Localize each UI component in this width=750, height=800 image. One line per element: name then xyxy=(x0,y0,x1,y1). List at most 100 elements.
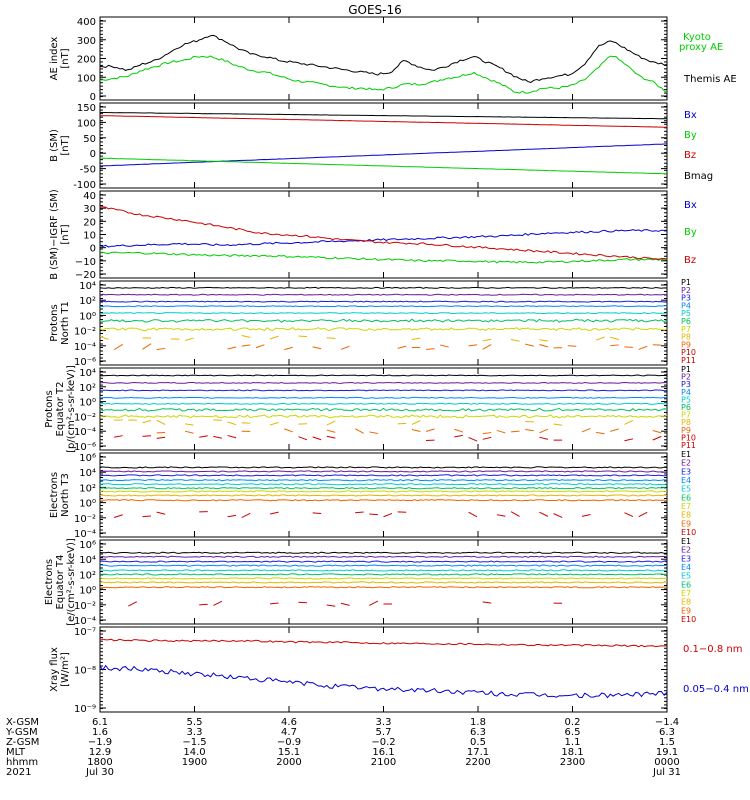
y-tick-label: 0 xyxy=(90,92,96,103)
series-0-1-0-8-nm-line xyxy=(100,638,668,648)
series-e5-line xyxy=(100,569,668,572)
series-p8-segment xyxy=(269,335,279,340)
series-p8-segment xyxy=(142,420,152,424)
series-p2-line xyxy=(99,381,668,384)
x-axis-value: 2300 xyxy=(560,757,585,768)
series-kyoto-proxy-ae-line xyxy=(99,55,668,94)
series-p10-segment xyxy=(213,435,223,439)
series-p10-segment xyxy=(114,435,123,438)
y-tick-label: 10² xyxy=(79,570,96,581)
series-e7-line xyxy=(99,490,668,493)
series-p8-segment xyxy=(156,419,166,425)
series-by-line xyxy=(99,157,667,175)
legend-p4: P4 xyxy=(681,388,691,397)
y-tick-label: 200 xyxy=(77,55,96,66)
y-tick-label: 10² xyxy=(79,296,96,307)
x-axis-value: 6.5 xyxy=(565,727,581,738)
y-axis-label: ProtonsEquator T2[p/(cm²-s-sr-keV)] xyxy=(44,365,77,453)
series-by-line xyxy=(100,251,668,264)
y-tick-label: 10⁻² xyxy=(74,412,96,423)
series-p5-line xyxy=(99,312,668,315)
x-axis-value: 2200 xyxy=(465,757,490,768)
x-row-label-0: X-GSM xyxy=(6,717,39,728)
y-tick-label: 50 xyxy=(83,134,96,145)
series-p8-segment xyxy=(241,334,251,338)
legend-p3: P3 xyxy=(681,294,691,303)
legend-p8: P8 xyxy=(681,333,691,342)
y-tick-label: 10⁻⁴ xyxy=(74,529,96,540)
series-bx-line xyxy=(99,229,668,248)
series-e7-line xyxy=(99,577,668,580)
x-axis-value: 14.0 xyxy=(183,747,205,758)
series-p10-segment xyxy=(298,436,308,441)
legend-p10: P10 xyxy=(681,433,696,442)
series-e10-segment xyxy=(227,514,237,518)
series-e9-line xyxy=(100,499,668,502)
legend-e4: E4 xyxy=(681,476,691,485)
y-axis-label: B (SM)[nT] xyxy=(49,129,71,162)
legend-by: By xyxy=(684,227,697,238)
series-e2-line xyxy=(99,555,668,558)
series-p9-segment xyxy=(652,429,662,434)
series-p8-segment xyxy=(595,336,605,341)
legend-p7: P7 xyxy=(681,411,691,420)
series-p9-segment xyxy=(596,431,605,435)
chart-title: GOES-16 xyxy=(348,3,402,17)
legend-p9: P9 xyxy=(681,426,691,435)
x-axis-value: 18.1 xyxy=(561,747,583,758)
series-e10-segment xyxy=(142,515,152,518)
series-p8-segment xyxy=(397,422,407,425)
series-e6-line xyxy=(99,573,668,576)
legend-p6: P6 xyxy=(681,317,691,326)
legend-bz: Bz xyxy=(684,150,696,161)
legend-bx: Bx xyxy=(684,200,697,211)
legend-kyoto-ae: proxy AE xyxy=(679,42,723,53)
series-e3-line xyxy=(99,560,668,563)
x-row-label-4: hhmm xyxy=(6,757,38,768)
series-0-05-0-4-nm-line xyxy=(99,664,668,699)
legend-p8: P8 xyxy=(681,418,691,427)
x-row-label-2: Z-GSM xyxy=(6,737,39,748)
y-tick-label: 10⁻⁶ xyxy=(74,442,96,453)
series-p10-segment xyxy=(468,436,478,442)
series-p9-segment xyxy=(525,343,534,347)
series-p9-segment xyxy=(567,345,577,347)
y-tick-label: 20 xyxy=(83,217,96,228)
x-row-label-1: Y-GSM xyxy=(5,727,38,738)
legend-e8: E8 xyxy=(681,598,691,607)
series-p8-segment xyxy=(184,423,194,426)
series-p6-line xyxy=(99,318,668,323)
series-e2-line xyxy=(99,470,668,473)
y-tick-label: 10⁰ xyxy=(79,499,96,510)
series-themis-ae-line xyxy=(99,34,668,83)
series-p10-segment xyxy=(312,436,322,441)
legend-p4: P4 xyxy=(681,301,691,310)
y-tick-label: 30 xyxy=(83,204,96,215)
series-e10-segment xyxy=(369,600,379,606)
y-tick-label: 400 xyxy=(77,17,96,28)
series-e10-segment xyxy=(624,512,634,517)
x-axis-value: 1.8 xyxy=(470,717,486,728)
y-axis-label: ElectronsEquator T4[e/(cm²-s-sr-keV)] xyxy=(44,538,77,626)
panel-frame xyxy=(99,16,668,101)
y-tick-label: 40 xyxy=(83,191,96,202)
legend-e5: E5 xyxy=(681,485,691,494)
series-p5-line xyxy=(99,402,668,405)
series-p8-segment xyxy=(624,419,634,425)
y-tick-label: 10² xyxy=(79,383,96,394)
series-p10-segment xyxy=(199,435,208,438)
series-p8-segment xyxy=(298,335,307,338)
series-p9-segment xyxy=(425,428,435,433)
series-p9-segment xyxy=(539,344,549,348)
y-tick-label: 300 xyxy=(77,36,96,47)
series-e10-segment xyxy=(156,511,166,515)
series-p10-segment xyxy=(326,435,336,439)
legend-e6: E6 xyxy=(681,580,691,589)
series-e10-segment xyxy=(539,511,549,517)
legend-p1: P1 xyxy=(681,278,691,287)
y-tick-label: 10⁻⁴ xyxy=(74,427,96,438)
legend-xray-long: 0.1−0.8 nm xyxy=(683,644,742,655)
series-p9-segment xyxy=(496,429,506,434)
